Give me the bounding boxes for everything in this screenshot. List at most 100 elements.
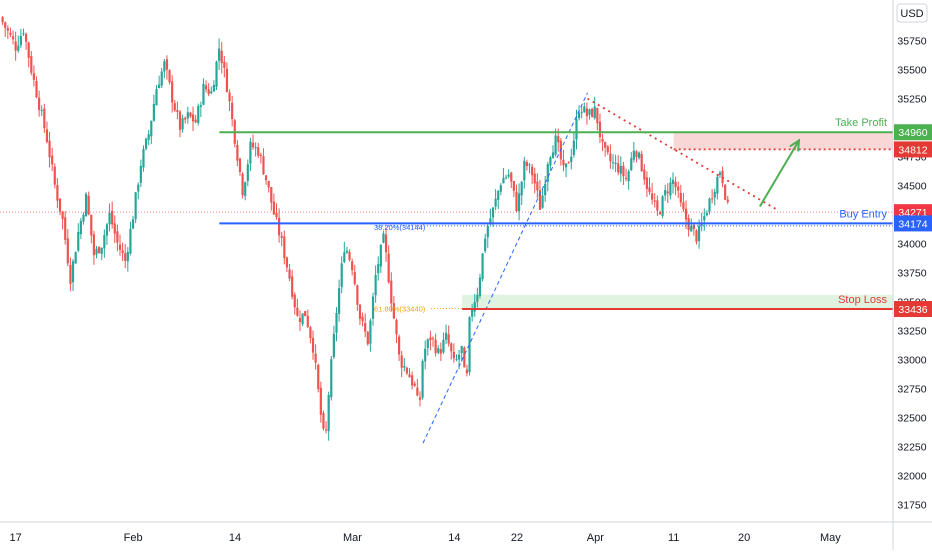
trendline[interactable] — [422, 92, 588, 444]
candle — [6, 25, 9, 39]
x-tick-label: 11 — [668, 532, 679, 544]
candle — [666, 183, 669, 203]
candle — [118, 234, 122, 256]
candle — [351, 258, 354, 276]
candle — [53, 163, 56, 189]
candle — [413, 381, 416, 388]
candle — [272, 193, 275, 216]
price-badge-label: 34812 — [898, 144, 927, 156]
candle — [84, 192, 88, 217]
candle — [541, 188, 544, 209]
candle — [695, 229, 698, 245]
candle — [484, 233, 487, 254]
candle — [19, 28, 22, 49]
candle — [144, 137, 148, 151]
candle — [301, 313, 304, 327]
candle — [283, 230, 286, 265]
candle — [11, 30, 15, 45]
candle — [452, 343, 455, 363]
candle — [139, 159, 142, 187]
candle — [570, 148, 573, 170]
candle — [512, 180, 515, 198]
candle — [61, 210, 64, 230]
candle — [150, 120, 153, 145]
candle — [82, 212, 85, 225]
candle — [564, 163, 568, 178]
candle — [259, 152, 262, 164]
candle — [400, 350, 403, 378]
candle — [51, 147, 54, 172]
candle — [478, 273, 482, 299]
candle — [627, 169, 630, 190]
candle — [56, 177, 59, 209]
candle — [533, 167, 536, 194]
candle — [22, 28, 25, 37]
candle — [476, 287, 479, 308]
candle — [189, 111, 192, 118]
candle — [562, 149, 565, 172]
candle — [716, 174, 719, 200]
candle — [499, 183, 502, 196]
candle — [95, 245, 98, 259]
x-tick-label: 20 — [738, 532, 750, 544]
candle — [617, 155, 620, 176]
candle — [677, 181, 680, 199]
candle — [504, 174, 508, 180]
y-tick-label: 32000 — [897, 471, 926, 483]
candle — [431, 336, 435, 347]
candle — [593, 96, 596, 120]
candle — [637, 151, 641, 160]
candle — [371, 292, 375, 326]
candle — [692, 224, 695, 236]
candle — [343, 241, 346, 264]
candle — [160, 67, 163, 88]
candle — [264, 175, 268, 185]
currency-badge[interactable]: USD — [896, 3, 928, 23]
candle — [158, 75, 161, 89]
candle — [520, 180, 523, 206]
trendline[interactable] — [587, 97, 776, 210]
candle — [306, 309, 309, 329]
candle — [536, 173, 539, 199]
candle — [314, 344, 317, 370]
candle — [262, 148, 265, 175]
candle — [651, 183, 654, 205]
candle — [116, 224, 119, 252]
candle — [24, 32, 28, 50]
candle — [267, 180, 270, 193]
candle — [249, 137, 252, 172]
price-badge-label: 34960 — [898, 127, 927, 139]
y-tick-label: 32750 — [897, 384, 926, 396]
candle — [679, 184, 682, 207]
candle — [270, 186, 273, 211]
candle — [450, 342, 453, 360]
y-tick-label: 35250 — [897, 94, 926, 106]
candle — [244, 181, 247, 201]
candle — [619, 156, 622, 182]
candle — [585, 102, 589, 125]
candle — [726, 195, 729, 205]
target-arrow[interactable] — [758, 139, 800, 207]
candle — [220, 42, 223, 74]
drawings: Take Profit Buy Entry Stop Loss 38.20%(3414… — [0, 92, 893, 444]
candle — [218, 38, 221, 70]
candle — [131, 215, 135, 229]
candle — [304, 310, 307, 317]
candle — [74, 251, 77, 264]
candle — [199, 101, 202, 118]
candle — [184, 116, 187, 124]
x-tick-label: Mar — [343, 532, 362, 544]
candle — [531, 164, 534, 185]
candle — [330, 355, 333, 401]
price-badge: 34174 — [894, 215, 932, 232]
candle — [317, 363, 320, 393]
candle — [147, 129, 150, 146]
candle — [108, 203, 111, 232]
level-name: Buy Entry — [839, 208, 887, 220]
candle — [567, 161, 570, 164]
candle — [392, 296, 395, 320]
candle — [551, 145, 555, 159]
candle — [309, 326, 312, 344]
